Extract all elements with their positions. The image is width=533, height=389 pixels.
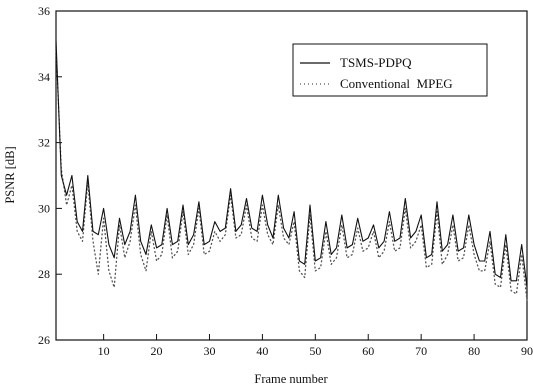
x-tick-label: 90 [521,344,533,358]
x-tick-label: 50 [309,344,321,358]
x-tick-label: 60 [362,344,374,358]
y-tick-label: 36 [38,4,50,18]
y-tick-label: 26 [38,333,50,347]
y-axis: 26 28 30 32 34 36 [38,4,62,347]
legend: TSMS-PDPQ Conventional MPEG [293,44,487,96]
y-tick-label: 32 [38,136,50,150]
x-tick-label: 20 [151,344,163,358]
x-tick-label: 80 [468,344,480,358]
legend-label-tsms-pdpq: TSMS-PDPQ [340,55,412,70]
legend-label-conventional-mpeg: Conventional MPEG [340,76,453,91]
y-axis-title: PSNR [dB] [3,146,17,203]
x-tick-label: 10 [98,344,110,358]
y-tick-label: 30 [38,201,50,215]
y-tick-label: 28 [38,267,50,281]
x-tick-label: 30 [203,344,215,358]
y-tick-label: 34 [38,70,50,84]
x-axis: 10 20 30 40 50 60 70 80 90 [98,334,533,358]
x-tick-label: 70 [415,344,427,358]
x-axis-title: Frame number [254,372,328,386]
x-tick-label: 40 [256,344,268,358]
